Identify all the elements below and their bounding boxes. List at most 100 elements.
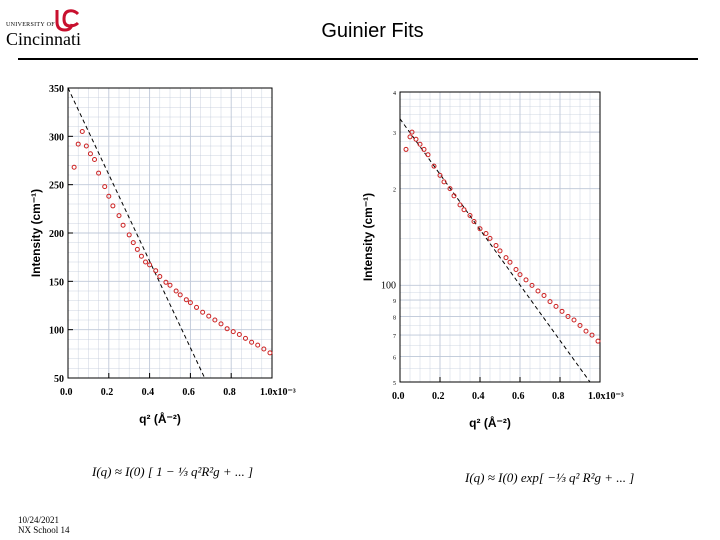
data-point (92, 157, 98, 163)
data-point (441, 179, 447, 185)
x-tick-label: 0.8 (223, 387, 236, 398)
data-point (102, 184, 108, 190)
data-point (153, 268, 159, 274)
y-tick-label: 350 (49, 84, 64, 95)
data-point (71, 164, 77, 170)
data-point (483, 231, 489, 237)
data-point (467, 212, 473, 218)
data-point (457, 202, 463, 208)
data-point (187, 300, 193, 306)
data-point (212, 317, 218, 323)
data-point (523, 277, 529, 283)
x-tick-label: 0.0 (60, 387, 73, 398)
y-tick-label: 6 (393, 356, 396, 362)
data-point (451, 193, 457, 199)
data-point (553, 303, 559, 309)
data-point (407, 134, 413, 140)
data-point (116, 213, 122, 219)
y-tick-label: 50 (54, 374, 64, 385)
data-point (236, 332, 242, 337)
page-title: Guinier Fits (321, 20, 424, 42)
data-point (409, 129, 415, 135)
data-point (157, 274, 163, 279)
y-tick-label: 9 (393, 299, 396, 305)
y-tick-label: 7 (393, 334, 396, 340)
data-point (194, 304, 200, 310)
y-tick-label: 8 (393, 315, 396, 321)
data-point (206, 313, 212, 319)
data-point (87, 151, 93, 157)
chart-linear (67, 87, 273, 379)
data-point (541, 292, 547, 298)
data-point (547, 299, 553, 305)
data-point (497, 248, 503, 254)
data-point (96, 170, 102, 176)
data-point (417, 141, 423, 147)
data-point (503, 255, 509, 261)
data-point (413, 136, 419, 142)
data-point (513, 267, 519, 273)
footer-event: NX School 14 (18, 525, 70, 535)
data-point (267, 350, 273, 356)
data-point (261, 346, 267, 352)
x-tick-label: 0.0 (392, 391, 405, 402)
data-point (167, 282, 173, 288)
data-point (230, 329, 236, 335)
data-point (507, 259, 513, 265)
chart-log (399, 91, 601, 383)
data-point (83, 143, 89, 149)
guinier-fit-line (67, 87, 206, 379)
data-point (75, 141, 81, 147)
footer-date: 10/24/2021 (18, 515, 60, 525)
data-point (249, 339, 255, 345)
formula-exponential: I(q) ≈ I(0) exp[ −⅓ q² R²g + ... ] (465, 470, 635, 485)
data-point (106, 193, 112, 199)
data-point (577, 322, 583, 328)
data-point (163, 279, 169, 285)
footer: 10/24/2021 NX School 14 (18, 515, 70, 535)
data-point (126, 232, 132, 238)
data-point (200, 309, 206, 315)
x-tick-label: 0.6 (182, 387, 195, 398)
plot-frame (399, 91, 601, 383)
x-tick-label: 0.2 (101, 387, 114, 398)
data-point (183, 297, 189, 303)
data-point (242, 335, 248, 341)
x-tick-label: 0.6 (512, 391, 525, 402)
data-point (173, 288, 179, 294)
x-tick-label: 0.4 (142, 387, 155, 398)
data-point (79, 129, 85, 134)
data-point (425, 152, 431, 158)
formula-linear: I(q) ≈ I(0) [ 1 − ⅓ q²R²g + ... ] (92, 464, 254, 479)
data-point (517, 272, 523, 278)
data-point (421, 146, 427, 152)
data-point (477, 226, 483, 232)
title-divider (18, 58, 698, 60)
x-tick-label: 1.0x10⁻³ (260, 387, 296, 398)
uc-monogram-icon (55, 9, 80, 32)
x-tick-label: 1.0x10⁻³ (588, 391, 624, 402)
x-tick-label: 0.8 (552, 391, 565, 402)
x-tick-label: 0.2 (432, 391, 445, 402)
x-axis-label: q² (Å⁻²) (469, 415, 511, 430)
y-tick-label: 300 (49, 132, 64, 143)
data-point (571, 317, 577, 323)
data-point (471, 219, 477, 225)
data-point (493, 243, 499, 249)
data-point (535, 288, 541, 294)
data-point (218, 321, 224, 327)
guinier-fit-line (399, 118, 591, 383)
logo-cincinnati-label: Cincinnati (6, 29, 81, 49)
y-tick-label: 100 (49, 326, 64, 337)
data-point (138, 253, 144, 259)
y-tick-label: 250 (49, 181, 64, 192)
data-point (583, 328, 589, 334)
data-point (224, 326, 230, 332)
data-point (437, 172, 443, 178)
data-point (110, 203, 116, 209)
data-point (565, 313, 571, 319)
y-tick-label: 2 (393, 188, 396, 194)
university-logo: UNIVERSITY OF Cincinnati (6, 8, 86, 49)
data-point (589, 332, 595, 338)
